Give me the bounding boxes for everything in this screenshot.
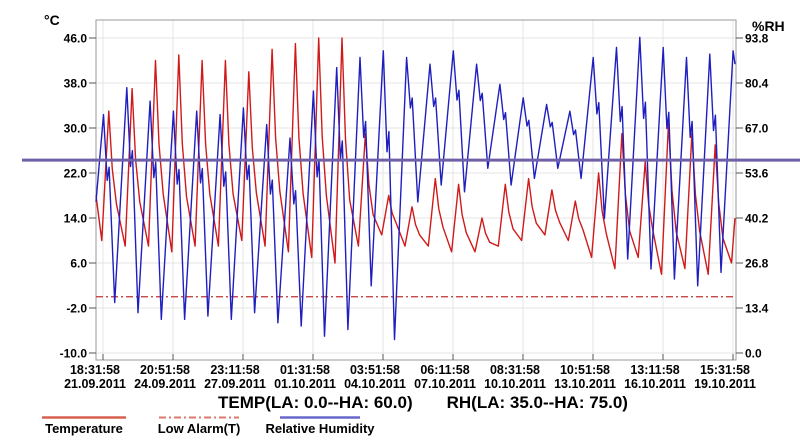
x-tick-time-label: 15:31:58 (700, 363, 750, 377)
series-temperature-line (95, 37, 736, 275)
x-tick-date-label: 07.10.2011 (414, 377, 476, 391)
x-tick-date-label: 24.09.2011 (134, 377, 196, 391)
temp-tick-label: 46.0 (64, 32, 88, 46)
rh-tick-label: 0.0 (745, 347, 762, 361)
x-tick-time-label: 18:31:58 (70, 363, 120, 377)
grid-lines (96, 20, 736, 360)
temp-tick-label: -2.0 (66, 302, 87, 316)
low-alarm-line-swatch (159, 416, 239, 419)
temperature-line-swatch (42, 416, 126, 419)
alarm-summary: TEMP(LA: 0.0--HA: 60.0) RH(LA: 35.0--HA: … (0, 393, 800, 413)
rh-tick-label: 40.2 (745, 212, 769, 226)
x-tick-time-label: 20:51:58 (140, 363, 190, 377)
rh-alarm-summary: RH(LA: 35.0--HA: 75.0) (446, 393, 628, 412)
legend-item-relative-humidity: Relative Humidity (260, 412, 380, 436)
x-tick-time-label: 06:11:58 (420, 363, 469, 377)
rh-tick-label: 26.8 (745, 257, 769, 271)
legend-label-temperature: Temperature (45, 421, 123, 436)
x-tick-date-label: 27.09.2011 (204, 377, 266, 391)
x-tick-time-label: 13:11:58 (630, 363, 679, 377)
left-axis-unit: °C (44, 12, 60, 28)
x-tick-date-label: 10.10.2011 (484, 377, 546, 391)
x-tick-time-label: 10:51:58 (560, 363, 610, 377)
x-tick-time-label: 08:31:58 (490, 363, 540, 377)
x-tick-time-label: 01:31:58 (280, 363, 330, 377)
plot-area[interactable] (95, 19, 737, 361)
x-tick-date-label: 13.10.2011 (554, 377, 616, 391)
legend-label-low-alarm: Low Alarm(T) (157, 421, 241, 436)
rh-tick-label: 80.4 (745, 77, 769, 91)
rh-tick-label: 67.0 (745, 122, 769, 136)
x-tick-date-label: 04.10.2011 (344, 377, 406, 391)
axis-labels: 46.0 93.8 38.0 80.4 30.0 67.0 22.0 53.6 14.0 40.2… (60, 32, 769, 392)
series-relative-humidity-line (95, 36, 736, 341)
data-series (95, 36, 736, 341)
rh-tick-label: 93.8 (745, 32, 769, 46)
temp-tick-label: 22.0 (64, 167, 88, 181)
temp-alarm-summary: TEMP(LA: 0.0--HA: 60.0) (218, 393, 413, 412)
x-tick-time-label: 03:51:58 (350, 363, 400, 377)
rh-tick-label: 53.6 (745, 167, 769, 181)
temp-tick-label: 38.0 (64, 77, 88, 91)
x-tick-date-label: 19.10.2011 (694, 377, 756, 391)
rh-tick-label: 13.4 (745, 302, 769, 316)
legend-label-relative-humidity: Relative Humidity (265, 421, 375, 436)
legend-item-temperature: Temperature (28, 412, 140, 436)
relative-humidity-line-swatch (280, 416, 360, 419)
x-tick-date-label: 21.09.2011 (64, 377, 126, 391)
x-tick-time-label: 23:11:58 (210, 363, 259, 377)
right-axis-unit: %RH (752, 18, 785, 34)
axis-ticks (89, 37, 743, 360)
temp-tick-label: 30.0 (64, 122, 88, 136)
legend: Temperature Low Alarm(T) Relative Humidi… (0, 412, 800, 441)
temp-tick-label: -10.0 (60, 347, 88, 361)
x-tick-date-label: 01.10.2011 (274, 377, 336, 391)
legend-item-low-alarm: Low Alarm(T) (146, 412, 252, 436)
temp-tick-label: 6.0 (70, 257, 87, 271)
temp-tick-label: 14.0 (64, 212, 88, 226)
x-tick-date-label: 16.10.2011 (624, 377, 686, 391)
